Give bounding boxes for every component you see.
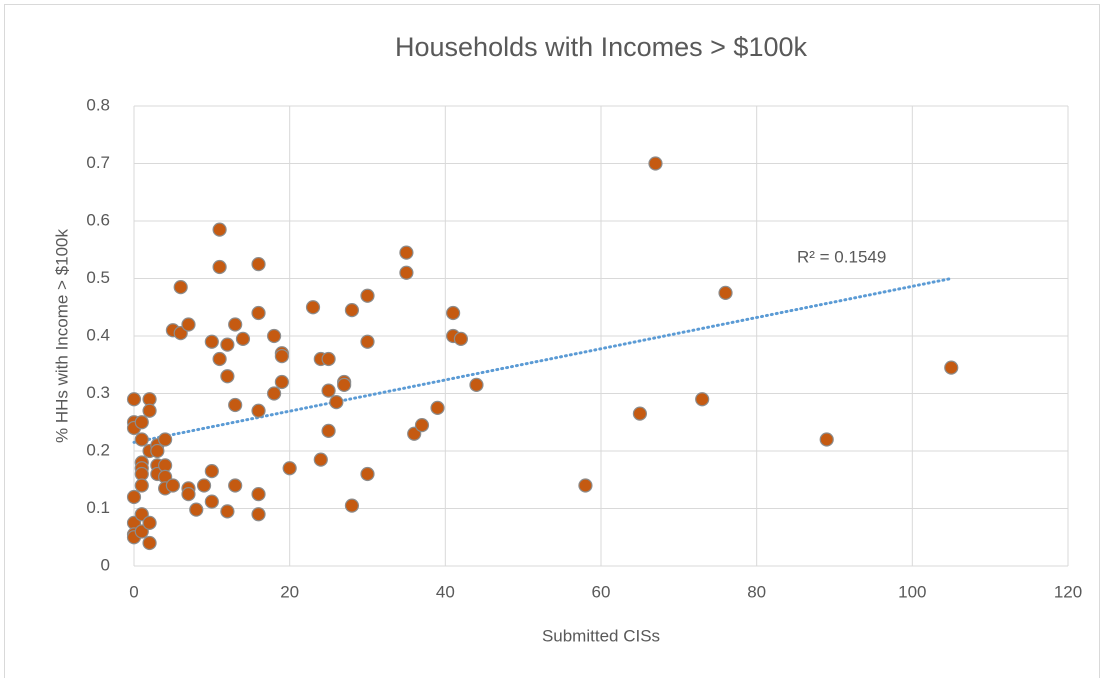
- point: [282, 461, 297, 476]
- point: [142, 403, 157, 418]
- point: [360, 334, 375, 349]
- y-tick-label: 0.1: [86, 498, 110, 517]
- point: [142, 535, 157, 551]
- x-tick-label: 0: [129, 582, 138, 601]
- point: [648, 156, 663, 171]
- point: [944, 360, 959, 375]
- chart-title: Households with Incomes > $100k: [395, 32, 807, 62]
- point: [313, 452, 328, 467]
- point: [446, 305, 461, 321]
- point: [819, 432, 834, 447]
- point: [212, 259, 227, 275]
- point: [196, 478, 212, 493]
- point: [344, 498, 360, 513]
- point: [204, 494, 219, 509]
- point: [181, 317, 196, 332]
- point: [181, 487, 196, 502]
- point: [126, 489, 142, 505]
- point: [414, 418, 430, 433]
- point: [142, 515, 157, 530]
- point: [228, 317, 243, 332]
- point: [212, 351, 227, 367]
- point: [632, 406, 648, 421]
- x-tick-label: 80: [747, 582, 766, 601]
- point: [251, 403, 266, 418]
- point: [399, 265, 414, 280]
- point: [360, 288, 375, 303]
- point: [399, 245, 414, 260]
- y-tick-label: 0.4: [86, 325, 110, 344]
- point: [235, 331, 251, 346]
- point: [134, 415, 149, 430]
- point: [267, 386, 282, 401]
- y-tick-label: 0.3: [86, 383, 110, 402]
- point: [126, 392, 142, 407]
- x-tick-label: 40: [436, 582, 455, 601]
- point: [344, 303, 360, 318]
- point: [189, 502, 204, 517]
- x-tick-label: 100: [898, 582, 926, 601]
- y-tick-label: 0.2: [86, 440, 110, 459]
- point: [718, 285, 733, 300]
- point: [453, 331, 468, 346]
- y-tick-label: 0.8: [86, 95, 110, 114]
- x-tick-label: 60: [592, 582, 611, 601]
- point: [274, 374, 289, 390]
- point: [165, 478, 181, 493]
- point: [305, 300, 321, 315]
- point: [204, 464, 219, 479]
- x-axis-label: Submitted CISs: [542, 626, 660, 645]
- x-tick-label: 20: [280, 582, 299, 601]
- point: [220, 337, 235, 352]
- point: [173, 280, 188, 295]
- y-tick-label: 0: [101, 555, 110, 574]
- y-tick-label: 0.7: [86, 153, 110, 172]
- point: [134, 478, 149, 493]
- point: [251, 305, 266, 321]
- annotation: R² = 0.1549: [797, 247, 886, 266]
- point: [321, 351, 336, 367]
- y-tick-label: 0.6: [86, 210, 110, 229]
- point: [251, 487, 266, 502]
- x-tick-label: 120: [1054, 582, 1082, 601]
- trendline: [132, 277, 953, 444]
- point: [430, 400, 445, 415]
- y-tick-label: 0.5: [86, 268, 110, 287]
- point: [695, 392, 710, 407]
- point: [134, 432, 149, 447]
- point: [321, 383, 336, 398]
- point: [469, 377, 484, 392]
- point: [274, 349, 289, 364]
- point: [228, 478, 243, 493]
- point: [337, 377, 352, 392]
- point: [360, 466, 375, 482]
- point: [329, 395, 344, 410]
- y-axis-label: % HHs with Income > $100k: [52, 228, 71, 443]
- point: [220, 369, 235, 384]
- point: [321, 423, 336, 438]
- point: [251, 507, 266, 522]
- point: [251, 257, 266, 272]
- point: [212, 222, 227, 237]
- point: [158, 432, 173, 447]
- point: [204, 334, 219, 349]
- point: [228, 397, 243, 413]
- point: [220, 504, 235, 519]
- point: [150, 443, 165, 459]
- point: [267, 328, 282, 344]
- point: [578, 478, 593, 493]
